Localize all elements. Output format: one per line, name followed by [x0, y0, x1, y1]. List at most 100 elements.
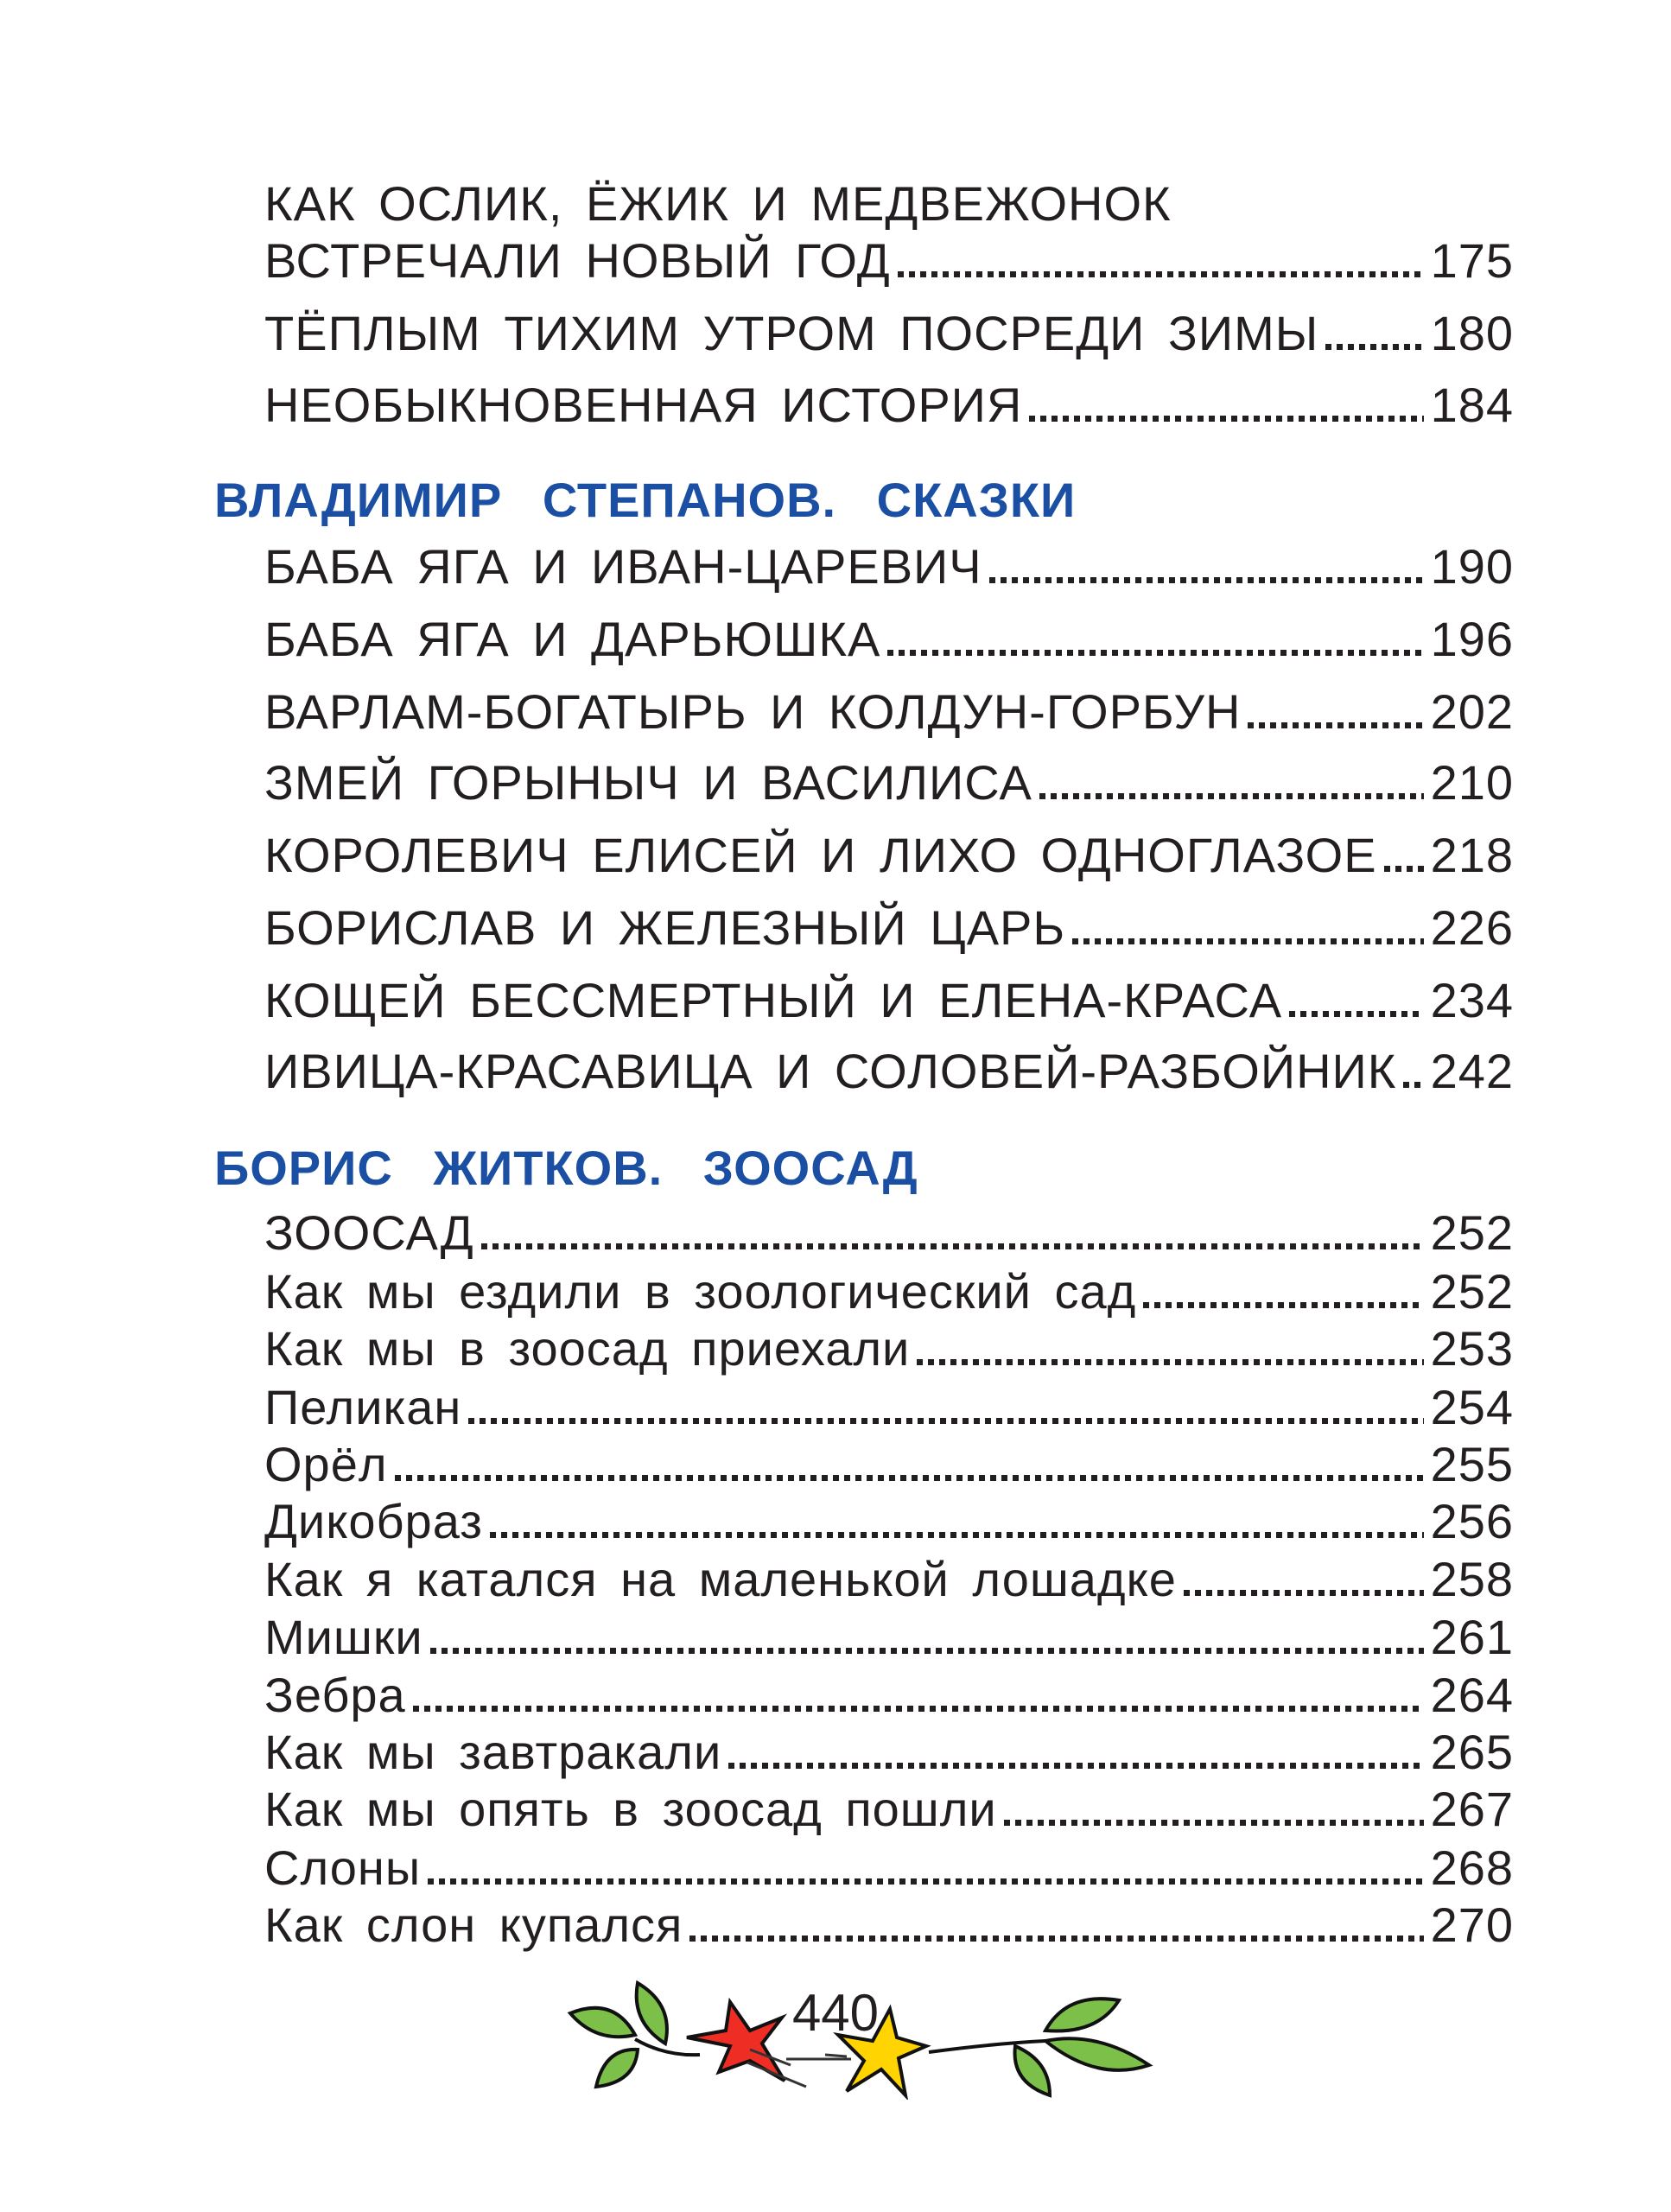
entry-page-number: 268	[1430, 1840, 1514, 1895]
toc-entry[interactable]: ИВИЦА-КРАСАВИЦА И СОЛОВЕЙ-РАЗБОЙНИК 242	[264, 1047, 1514, 1096]
dot-leader	[1325, 344, 1424, 350]
toc-entry[interactable]: КОЩЕЙ БЕССМЕРТНЫЙ И ЕЛЕНА-КРАСА 234	[264, 976, 1514, 1025]
leaves-left-icon	[567, 1980, 701, 2089]
dot-leader	[489, 1532, 1424, 1538]
dot-leader	[988, 577, 1424, 583]
dot-leader	[887, 650, 1424, 656]
entry-title: Пеликан	[264, 1380, 462, 1434]
entry-title: КАК ОСЛИК, ЁЖИК И МЕДВЕЖОНОК	[264, 176, 1172, 231]
toc-entry[interactable]: Пеликан 254	[264, 1383, 1514, 1432]
entry-title: Мишки	[264, 1610, 423, 1664]
entry-title: Как слон купался	[264, 1897, 683, 1952]
toc-entry[interactable]: БОРИСЛАВ И ЖЕЛЕЗНЫЙ ЦАРЬ 226	[264, 904, 1514, 952]
toc-entry[interactable]: Мишки 261	[264, 1613, 1514, 1662]
red-star-icon	[686, 1997, 788, 2082]
toc-entry[interactable]: ТЁПЛЫМ ТИХИМ УТРОМ ПОСРЕДИ ЗИМЫ 180	[264, 309, 1514, 358]
entry-title: Как мы ездили в зоологический сад	[264, 1264, 1137, 1319]
leaves-right-icon	[928, 1997, 1153, 2098]
dot-leader	[428, 1878, 1424, 1885]
dot-leader	[1289, 1011, 1424, 1017]
dot-leader	[917, 1359, 1424, 1365]
entry-page-number: 253	[1430, 1321, 1514, 1376]
entry-page-number: 267	[1430, 1782, 1514, 1836]
entry-title: Как мы опять в зоосад пошли	[264, 1782, 997, 1836]
dot-leader	[1248, 722, 1424, 728]
entry-page-number: 254	[1430, 1380, 1514, 1434]
entry-title: ЗМЕЙ ГОРЫНЫЧ И ВАСИЛИСА	[264, 755, 1032, 810]
toc-entry[interactable]: ВСТРЕЧАЛИ НОВЫЙ ГОД 175	[264, 237, 1514, 285]
dot-leader	[1029, 416, 1424, 422]
entry-page-number: 210	[1430, 755, 1514, 810]
entry-title: ЗООСАД	[264, 1205, 474, 1260]
dot-leader	[1039, 793, 1424, 799]
page-number: 440	[791, 1984, 880, 2042]
entry-page-number: 180	[1430, 306, 1514, 360]
dot-leader	[1403, 1082, 1424, 1088]
entry-title: НЕОБЫКНОВЕННАЯ ИСТОРИЯ	[264, 378, 1023, 432]
dot-leader	[689, 1936, 1424, 1942]
entry-title: Как мы в зоосад приехали	[264, 1321, 911, 1376]
dot-leader	[412, 1706, 1424, 1712]
toc-entry[interactable]: Как я катался на маленькой лошадке 258	[264, 1555, 1514, 1604]
section-header: ВЛАДИМИР СТЕПАНОВ. СКАЗКИ	[214, 473, 1077, 527]
motion-lines-icon	[747, 2048, 851, 2088]
dot-leader	[468, 1418, 1424, 1424]
entry-page-number: 242	[1430, 1044, 1514, 1098]
entry-page-number: 202	[1430, 684, 1514, 739]
entry-title: Слоны	[264, 1840, 422, 1895]
entry-page-number: 196	[1430, 612, 1514, 666]
toc-entry[interactable]: Как слон купался 270	[264, 1901, 1514, 1949]
entry-page-number: 270	[1430, 1897, 1514, 1952]
entry-title: Как мы завтракали	[264, 1725, 722, 1779]
entry-page-number: 234	[1430, 973, 1514, 1027]
toc-entry[interactable]: ЗООСАД 252	[264, 1209, 1514, 1257]
entry-page-number: 252	[1430, 1205, 1514, 1260]
entry-page-number: 218	[1430, 828, 1514, 882]
entry-title: БОРИСЛАВ И ЖЕЛЕЗНЫЙ ЦАРЬ	[264, 900, 1066, 955]
toc-entry[interactable]: Как мы ездили в зоологический сад 252	[264, 1268, 1514, 1316]
entry-page-number: 255	[1430, 1437, 1514, 1491]
entry-page-number: 175	[1430, 233, 1514, 288]
toc-entry[interactable]: Как мы завтракали 265	[264, 1728, 1514, 1777]
toc-entry[interactable]: БАБА ЯГА И ИВАН-ЦАРЕВИЧ 190	[264, 543, 1514, 591]
entry-title: ТЁПЛЫМ ТИХИМ УТРОМ ПОСРЕДИ ЗИМЫ	[264, 306, 1319, 360]
toc-entry[interactable]: Орёл 255	[264, 1440, 1514, 1489]
dot-leader	[1072, 938, 1424, 944]
entry-title: Орёл	[264, 1437, 388, 1491]
toc-entry[interactable]: КОРОЛЕВИЧ ЕЛИСЕЙ И ЛИХО ОДНОГЛАЗОЕ 218	[264, 831, 1514, 880]
entry-page-number: 261	[1430, 1610, 1514, 1664]
entry-title: ВСТРЕЧАЛИ НОВЫЙ ГОД	[264, 233, 891, 288]
entry-title: Как я катался на маленькой лошадке	[264, 1552, 1177, 1606]
entry-page-number: 258	[1430, 1552, 1514, 1606]
entry-page-number: 265	[1430, 1725, 1514, 1779]
toc-entry[interactable]: БАБА ЯГА И ДАРЬЮШКА 196	[264, 615, 1514, 664]
entry-page-number: 190	[1430, 539, 1514, 594]
toc-entry[interactable]: Зебра 264	[264, 1671, 1514, 1719]
toc-entry[interactable]: Как мы в зоосад приехали 253	[264, 1325, 1514, 1373]
dot-leader	[480, 1243, 1424, 1249]
toc-entry[interactable]: НЕОБЫКНОВЕННАЯ ИСТОРИЯ 184	[264, 381, 1514, 429]
dot-leader	[1143, 1302, 1424, 1308]
entry-title: КОРОЛЕВИЧ ЕЛИСЕЙ И ЛИХО ОДНОГЛАЗОЕ	[264, 828, 1377, 882]
dot-leader	[1003, 1820, 1424, 1826]
toc-entry[interactable]: ВАРЛАМ-БОГАТЫРЬ И КОЛДУН-ГОРБУН 202	[264, 688, 1514, 736]
toc-entry[interactable]: Дикобраз 256	[264, 1497, 1514, 1546]
yellow-star-icon	[833, 2004, 931, 2100]
decorative-ornament	[567, 1980, 1153, 2100]
entry-page-number: 264	[1430, 1668, 1514, 1722]
dot-leader	[1183, 1590, 1424, 1596]
toc-entry[interactable]: Слоны 268	[264, 1844, 1514, 1892]
entry-title: БАБА ЯГА И ДАРЬЮШКА	[264, 612, 881, 666]
dot-leader	[1383, 866, 1424, 872]
entry-title: Зебра	[264, 1668, 406, 1722]
dot-leader	[728, 1763, 1424, 1769]
entry-page-number: 184	[1430, 378, 1514, 432]
entry-title: КОЩЕЙ БЕССМЕРТНЫЙ И ЕЛЕНА-КРАСА	[264, 973, 1283, 1027]
entry-title: Дикобраз	[264, 1494, 483, 1548]
entry-page-number: 252	[1430, 1264, 1514, 1319]
dot-leader	[897, 271, 1424, 277]
entry-title: ВАРЛАМ-БОГАТЫРЬ И КОЛДУН-ГОРБУН	[264, 684, 1242, 739]
toc-entry[interactable]: КАК ОСЛИК, ЁЖИК И МЕДВЕЖОНОК	[264, 180, 1514, 228]
toc-entry[interactable]: ЗМЕЙ ГОРЫНЫЧ И ВАСИЛИСА 210	[264, 759, 1514, 807]
toc-entry[interactable]: Как мы опять в зоосад пошли 267	[264, 1785, 1514, 1834]
